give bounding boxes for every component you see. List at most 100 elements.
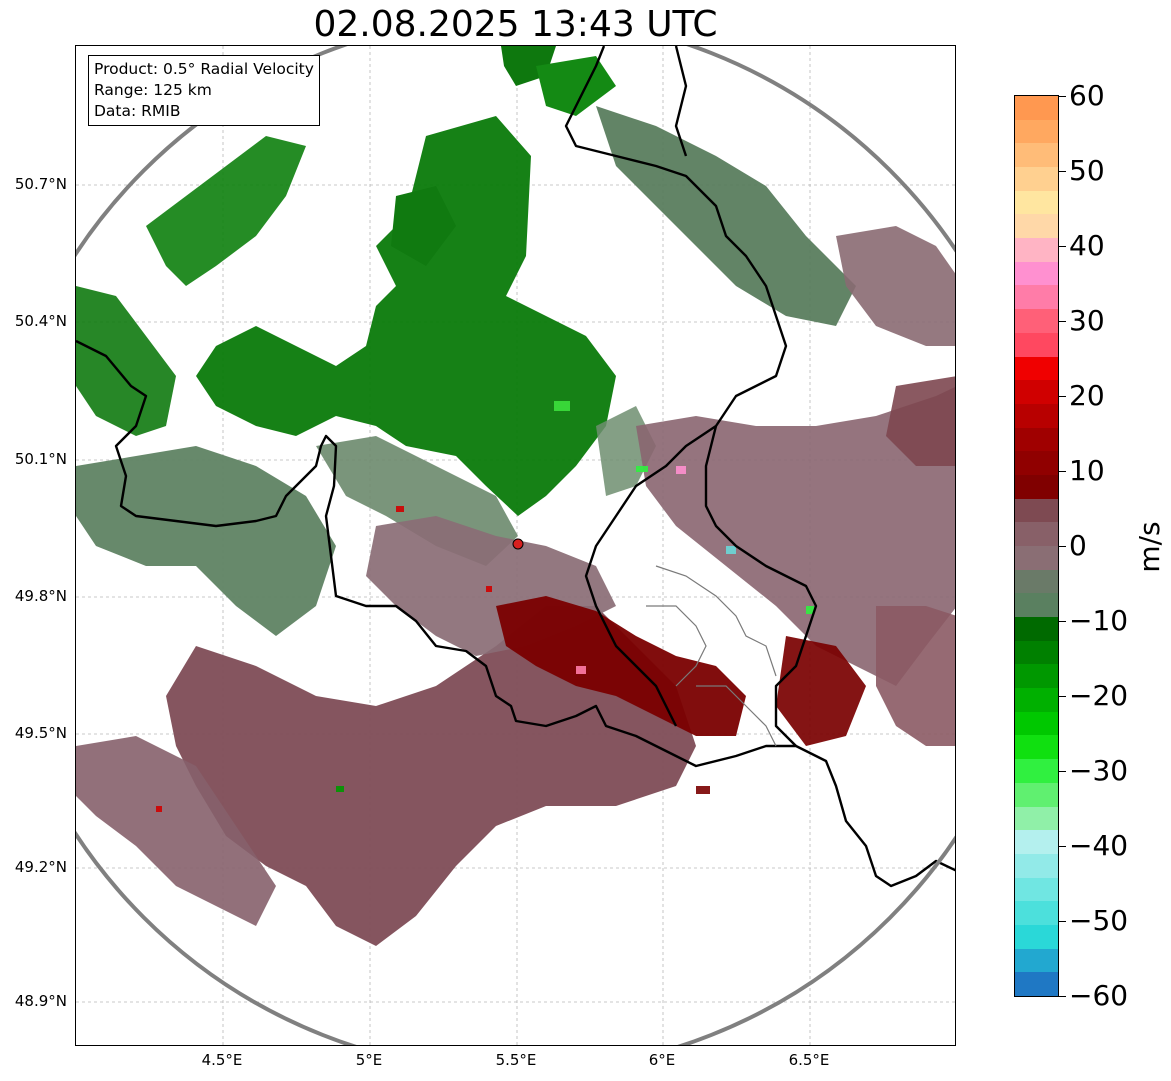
country-borders bbox=[76, 46, 955, 888]
longitude-label: 4.5°E bbox=[201, 1051, 243, 1069]
colorbar-tick-label: −40 bbox=[1069, 829, 1129, 862]
colorbar-tick-mark bbox=[1059, 396, 1066, 397]
colorbar-tick-label: 30 bbox=[1069, 304, 1105, 337]
colorbar-unit-label: m/s bbox=[1133, 521, 1166, 573]
colorbar-tick-mark bbox=[1059, 846, 1066, 847]
strong-outbound-core-east bbox=[776, 636, 866, 746]
latitude-label: 49.5°N bbox=[14, 724, 67, 742]
outbound-echo-south bbox=[166, 606, 696, 946]
colorbar-segment bbox=[1015, 829, 1058, 854]
colorbar-tick-mark bbox=[1059, 321, 1066, 322]
colorbar-tick-mark bbox=[1059, 96, 1066, 97]
radar-map[interactable] bbox=[75, 45, 956, 1046]
colorbar-segment bbox=[1015, 261, 1058, 286]
data-source-text: Data: RMIB bbox=[94, 102, 181, 120]
colorbar-segment bbox=[1015, 119, 1058, 144]
colorbar-tick-mark bbox=[1059, 921, 1066, 922]
product-info-box: Product: 0.5° Radial Velocity Range: 125… bbox=[88, 55, 320, 126]
colorbar-tick-mark bbox=[1059, 621, 1066, 622]
colorbar-tick-mark bbox=[1059, 771, 1066, 772]
colorbar-tick-mark bbox=[1059, 246, 1066, 247]
colorbar-segment bbox=[1015, 308, 1058, 333]
colorbar-segment bbox=[1015, 237, 1058, 262]
colorbar-tick-label: −60 bbox=[1069, 979, 1129, 1012]
map-title: 02.08.2025 13:43 UTC bbox=[313, 4, 718, 45]
latitude-label: 50.7°N bbox=[14, 175, 67, 193]
radar-map-canvas bbox=[76, 46, 955, 1045]
colorbar-segment bbox=[1015, 758, 1058, 783]
range-text: Range: 125 km bbox=[94, 81, 212, 99]
colorbar-tick-label: 20 bbox=[1069, 379, 1105, 412]
colorbar-segment bbox=[1015, 805, 1058, 831]
colorbar-segment bbox=[1015, 379, 1058, 404]
latitude-label: 50.4°N bbox=[14, 312, 67, 330]
colorbar-segment bbox=[1015, 616, 1058, 641]
velocity-echoes bbox=[76, 46, 955, 946]
longitude-label: 6°E bbox=[648, 1051, 676, 1069]
colorbar-segment bbox=[1015, 663, 1058, 689]
colorbar-segment bbox=[1015, 900, 1058, 925]
outbound-echo-east-2 bbox=[886, 376, 955, 466]
inbound-echo-small-2 bbox=[391, 186, 456, 266]
colorbar-tick-mark bbox=[1059, 546, 1066, 547]
longitude-label: 5°E bbox=[355, 1051, 383, 1069]
colorbar-tick-label: −20 bbox=[1069, 679, 1129, 712]
colorbar-segment bbox=[1015, 640, 1058, 665]
colorbar-segment bbox=[1015, 332, 1058, 357]
colorbar-segment bbox=[1015, 474, 1058, 499]
colorbar-segment bbox=[1015, 450, 1058, 475]
colorbar-segment bbox=[1015, 284, 1058, 310]
longitude-label: 5.5°E bbox=[495, 1051, 537, 1069]
colorbar-tick-label: 10 bbox=[1069, 454, 1105, 487]
colorbar-tick-label: −10 bbox=[1069, 604, 1129, 637]
inbound-echo-northwest bbox=[146, 136, 306, 286]
radar-site-marker bbox=[512, 538, 524, 550]
colorbar-segment bbox=[1015, 782, 1058, 807]
colorbar-segment bbox=[1015, 687, 1058, 712]
velocity-colorbar bbox=[1014, 95, 1059, 997]
colorbar-segment bbox=[1015, 853, 1058, 878]
colorbar-segment bbox=[1015, 971, 1058, 996]
colorbar-segment bbox=[1015, 213, 1058, 239]
colorbar-segment bbox=[1015, 569, 1058, 594]
colorbar-segment bbox=[1015, 426, 1058, 452]
latitude-label: 50.1°N bbox=[14, 450, 67, 468]
latitude-label: 49.8°N bbox=[14, 587, 67, 605]
colorbar-tick-label: 50 bbox=[1069, 154, 1105, 187]
colorbar-segment bbox=[1015, 734, 1058, 760]
colorbar-tick-mark bbox=[1059, 996, 1066, 997]
colorbar-segment bbox=[1015, 498, 1058, 523]
latitude-label: 49.2°N bbox=[14, 858, 67, 876]
colorbar-tick-label: 0 bbox=[1069, 529, 1087, 562]
colorbar-segment bbox=[1015, 96, 1058, 120]
colorbar-segment bbox=[1015, 876, 1058, 902]
internal-borders bbox=[646, 565, 777, 747]
colorbar-segment bbox=[1015, 711, 1058, 736]
colorbar-tick-label: −30 bbox=[1069, 754, 1129, 787]
colorbar-segment bbox=[1015, 521, 1058, 546]
colorbar-segment bbox=[1015, 355, 1058, 381]
colorbar-segment bbox=[1015, 403, 1058, 428]
colorbar-tick-label: 60 bbox=[1069, 79, 1105, 112]
inbound-echo-north bbox=[196, 116, 616, 516]
colorbar-segment bbox=[1015, 166, 1058, 191]
product-text: Product: 0.5° Radial Velocity bbox=[94, 60, 314, 78]
near-zero-echo-west bbox=[76, 446, 336, 636]
colorbar-segment bbox=[1015, 190, 1058, 215]
colorbar-tick-mark bbox=[1059, 696, 1066, 697]
inbound-echo-west bbox=[76, 286, 176, 436]
colorbar-segment bbox=[1015, 142, 1058, 168]
colorbar-segment bbox=[1015, 592, 1058, 618]
outbound-echo-southwest bbox=[76, 736, 276, 926]
colorbar-tick-mark bbox=[1059, 471, 1066, 472]
longitude-label: 6.5°E bbox=[788, 1051, 830, 1069]
near-zero-echo-northeast bbox=[596, 106, 856, 326]
inbound-echo-small-1 bbox=[536, 56, 616, 116]
colorbar-segment bbox=[1015, 948, 1058, 973]
strong-outbound-core bbox=[496, 596, 746, 736]
outbound-echo-far-east bbox=[876, 606, 955, 746]
outbound-echo-northeast bbox=[836, 226, 955, 346]
colorbar-segment bbox=[1015, 545, 1058, 570]
colorbar-tick-label: −50 bbox=[1069, 904, 1129, 937]
colorbar-tick-mark bbox=[1059, 171, 1066, 172]
